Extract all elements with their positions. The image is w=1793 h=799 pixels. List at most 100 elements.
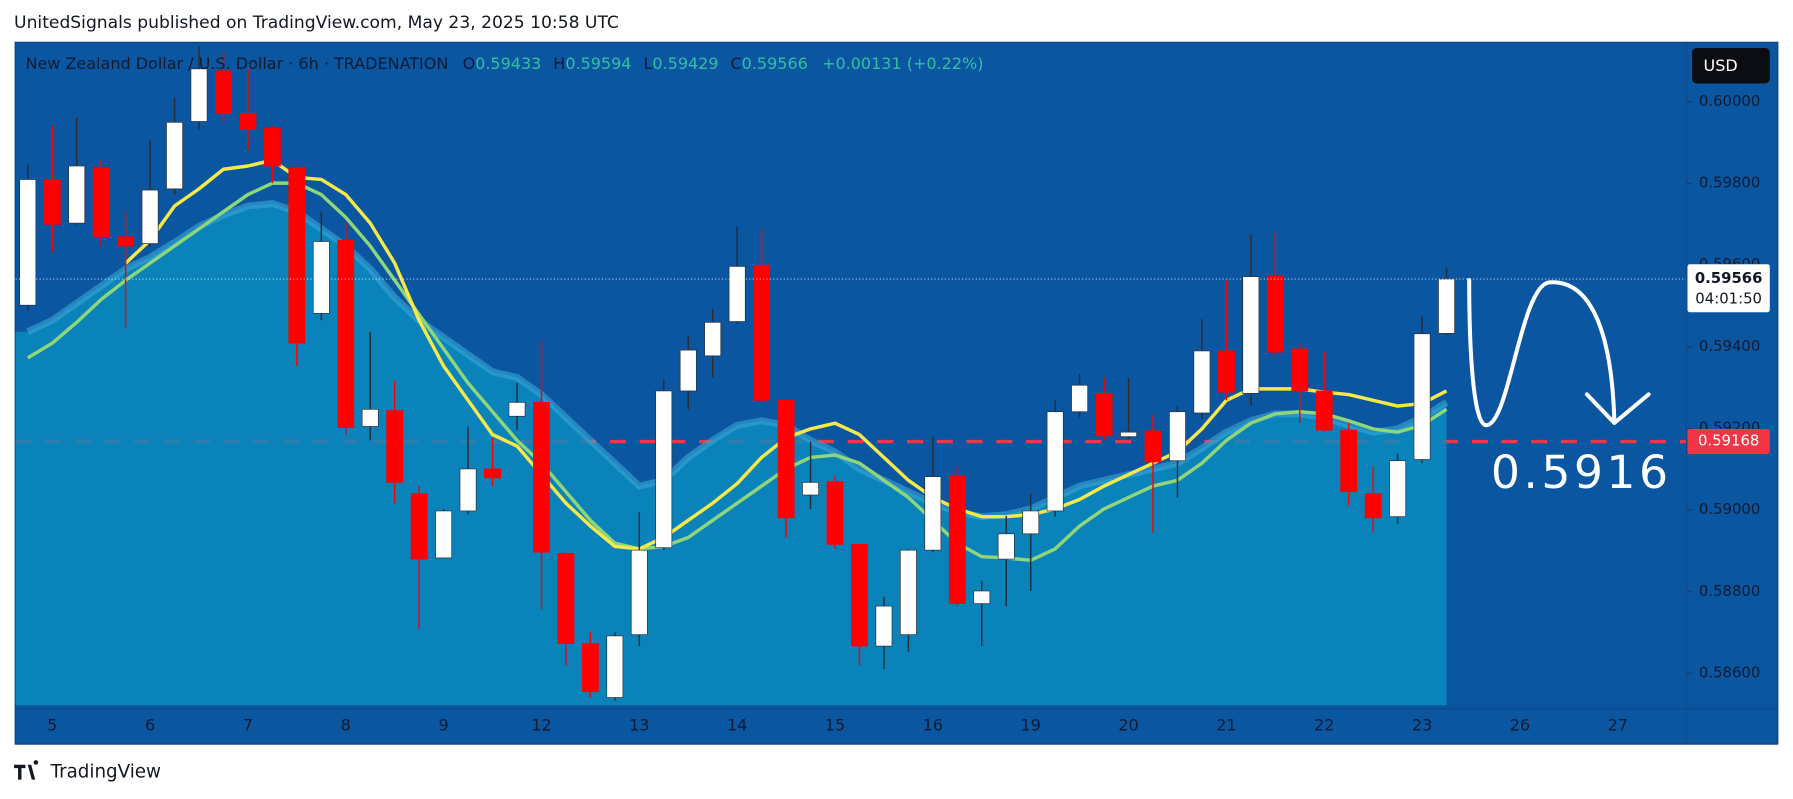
candle-body bbox=[606, 635, 624, 698]
candle-body bbox=[777, 399, 795, 519]
candle-body bbox=[1438, 278, 1455, 334]
candle-body bbox=[288, 166, 306, 344]
footer-brand: TradingView bbox=[50, 762, 161, 783]
candle-body bbox=[166, 121, 183, 190]
y-tick-label: 0.58600 bbox=[1699, 663, 1760, 681]
legend-title: New Zealand Dollar / U.S. Dollar · 6h · … bbox=[25, 54, 448, 73]
candle-body bbox=[875, 605, 893, 647]
x-tick-label: 23 bbox=[1412, 715, 1432, 734]
candle-body bbox=[1144, 430, 1162, 463]
currency-button[interactable] bbox=[1692, 48, 1770, 84]
x-tick-label: 6 bbox=[145, 715, 155, 734]
x-tick-label: 13 bbox=[629, 715, 649, 734]
candle-body bbox=[312, 241, 330, 314]
candle-body bbox=[1315, 390, 1333, 431]
y-tick-label: 0.59000 bbox=[1699, 500, 1760, 518]
candle-body bbox=[802, 482, 819, 496]
legend-change: +0.00131 (+0.22%) bbox=[822, 54, 983, 73]
x-tick-label: 7 bbox=[243, 715, 253, 734]
candle-body bbox=[92, 166, 110, 237]
candle-body bbox=[1217, 350, 1235, 393]
x-tick-label: 22 bbox=[1314, 715, 1334, 734]
footer-logo: TradingView bbox=[14, 760, 161, 783]
candle-body bbox=[533, 402, 550, 553]
last-price-tag bbox=[1687, 264, 1770, 313]
legend-value: 0.59433 bbox=[475, 54, 541, 73]
candle-body bbox=[190, 68, 208, 122]
candle-body bbox=[851, 544, 868, 647]
legend-value: 0.59594 bbox=[565, 54, 631, 73]
x-tick-label: 5 bbox=[47, 715, 57, 734]
candle-body bbox=[826, 481, 844, 545]
candle-body bbox=[1242, 276, 1260, 394]
candle-body bbox=[1193, 350, 1211, 414]
last-price-label: 0.59566 bbox=[1695, 269, 1763, 287]
x-tick-label: 8 bbox=[341, 715, 351, 734]
indicator-line bbox=[26, 181, 1448, 563]
plot-area bbox=[15, 45, 1687, 706]
candle-body bbox=[239, 112, 257, 130]
candle-body bbox=[1340, 429, 1358, 493]
candle-body bbox=[1266, 275, 1284, 353]
candle-body bbox=[1046, 411, 1064, 512]
candle-body bbox=[655, 390, 673, 549]
x-tick-label: 21 bbox=[1216, 715, 1236, 734]
y-tick-label: 0.59800 bbox=[1699, 174, 1760, 192]
x-tick-label: 14 bbox=[727, 715, 747, 734]
candle-body bbox=[484, 468, 501, 479]
candle-body bbox=[1291, 348, 1309, 392]
candle-body bbox=[899, 549, 917, 635]
legend-label: L bbox=[643, 54, 652, 73]
candle-body bbox=[508, 402, 526, 417]
currency-label[interactable]: USD bbox=[1704, 56, 1738, 75]
candle-body bbox=[1364, 493, 1382, 519]
x-tick-label: 27 bbox=[1608, 715, 1628, 734]
candle-body bbox=[973, 590, 991, 604]
candle-body bbox=[704, 322, 722, 357]
x-tick-label: 16 bbox=[923, 715, 943, 734]
indicator-area bbox=[15, 203, 1447, 706]
candle-body bbox=[1022, 510, 1040, 535]
candle-body bbox=[1120, 431, 1137, 437]
candle-body bbox=[728, 266, 746, 322]
candle-body bbox=[117, 236, 135, 247]
candle-body bbox=[215, 70, 232, 114]
legend: New Zealand Dollar / U.S. Dollar · 6h · … bbox=[25, 54, 983, 73]
x-tick-label: 9 bbox=[439, 715, 449, 734]
candle-body bbox=[459, 468, 477, 512]
legend-label: H bbox=[553, 54, 565, 73]
legend-value: 0.59429 bbox=[652, 54, 718, 73]
candle-body bbox=[1169, 411, 1186, 462]
x-tick-label: 12 bbox=[531, 715, 551, 734]
x-tick-label: 20 bbox=[1118, 715, 1138, 734]
candle-body bbox=[19, 179, 37, 306]
y-tick-label: 0.58800 bbox=[1699, 582, 1760, 600]
y-tick-label: 0.60000 bbox=[1699, 92, 1760, 110]
hline-tag bbox=[1687, 428, 1770, 455]
annotation: 0.5916 bbox=[1491, 446, 1672, 499]
legend-label: O bbox=[463, 54, 476, 73]
legend-label: C bbox=[731, 54, 742, 73]
candle-body bbox=[435, 510, 453, 559]
candle-body bbox=[263, 127, 281, 167]
x-tick-label: 19 bbox=[1021, 715, 1041, 734]
candle-body bbox=[43, 179, 61, 225]
hline-tag-label: 0.59168 bbox=[1698, 432, 1759, 450]
candle-body bbox=[141, 189, 159, 244]
candle-body bbox=[1389, 460, 1407, 518]
legend-value: 0.59566 bbox=[742, 54, 808, 73]
y-tick-label: 0.59400 bbox=[1699, 337, 1760, 355]
x-tick-label: 26 bbox=[1510, 715, 1530, 734]
candle-body bbox=[753, 264, 771, 401]
x-tick-label: 15 bbox=[825, 715, 845, 734]
logo-mark bbox=[14, 760, 39, 780]
candle-body bbox=[997, 533, 1015, 560]
candle-body bbox=[1095, 393, 1113, 437]
countdown: 04:01:50 bbox=[1695, 290, 1762, 308]
candle-body bbox=[557, 553, 575, 644]
candle-body bbox=[924, 476, 942, 551]
candle-body bbox=[948, 475, 966, 604]
candle-body bbox=[386, 410, 404, 483]
